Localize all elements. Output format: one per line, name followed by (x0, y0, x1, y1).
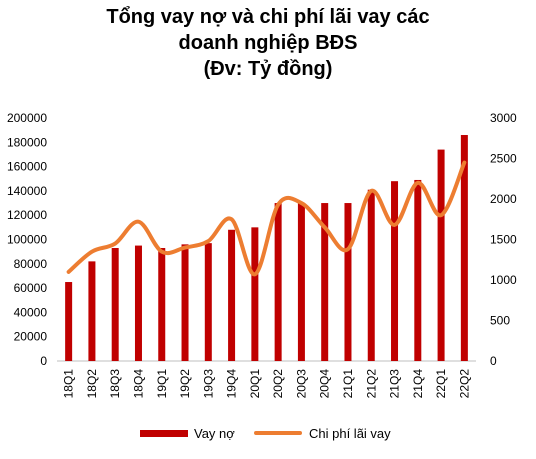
y-left-tick-label: 60000 (14, 281, 48, 295)
x-tick-label: 21Q2 (364, 369, 378, 399)
x-tick-label: 19Q4 (225, 369, 239, 399)
y-right-tick-label: 0 (490, 354, 497, 368)
chart-title-line-3: (Đv: Tỷ đồng) (203, 58, 333, 80)
x-tick-label: 19Q3 (201, 369, 215, 399)
bar-vay-no (437, 149, 445, 361)
bar-vay-no (111, 248, 119, 361)
bar-vay-no (204, 243, 212, 361)
bar-vay-no (367, 189, 375, 361)
y-left-tick-label: 20000 (14, 330, 48, 344)
x-tick-label: 18Q1 (62, 369, 76, 399)
bar-vay-no (414, 179, 422, 361)
legend-label-vay-no: Vay nợ (194, 426, 235, 441)
bar-vay-no (274, 203, 282, 361)
bar-vay-no (460, 135, 468, 361)
y-right-tick-label: 1000 (490, 273, 517, 287)
y-right-tick-label: 2000 (490, 192, 517, 206)
x-tick-label: 19Q2 (178, 369, 192, 399)
line-chi-phi-lai-vay (66, 160, 467, 277)
x-tick-label: 22Q1 (434, 369, 448, 399)
bar-vay-no (88, 261, 96, 361)
bar-vay-no (65, 282, 73, 361)
y-right-tick-label: 2500 (490, 152, 517, 166)
y-left-tick-label: 140000 (7, 184, 47, 198)
y-left-tick-label: 180000 (7, 135, 47, 149)
bar-vay-no (181, 244, 189, 361)
legend-label-chi-phi-lai-vay: Chi phí lãi vay (309, 426, 391, 441)
bar-vay-no (344, 203, 352, 361)
x-tick-label: 20Q3 (294, 369, 308, 399)
y-left-tick-label: 160000 (7, 160, 47, 174)
bar-vay-no (251, 227, 259, 361)
y-right-tick-label: 3000 (490, 111, 517, 125)
y-right-tick-label: 500 (490, 314, 510, 328)
x-tick-label: 21Q3 (388, 369, 402, 399)
x-tick-label: 18Q2 (85, 369, 99, 399)
y-left-tick-label: 0 (40, 354, 47, 368)
chart-title-line-2: doanh nghiệp BĐS (178, 32, 358, 54)
x-tick-label: 21Q1 (341, 369, 355, 399)
bar-vay-no (134, 245, 142, 361)
x-tick-label: 20Q1 (248, 369, 262, 399)
y-left-tick-label: 80000 (14, 257, 48, 271)
bar-vay-no (158, 248, 166, 361)
y-right-tick-label: 1500 (490, 233, 517, 247)
x-tick-label: 19Q1 (155, 369, 169, 399)
x-tick-label: 18Q4 (131, 369, 145, 399)
bar-vay-no (391, 181, 399, 361)
y-left-tick-label: 200000 (7, 111, 47, 125)
bar-vay-no (321, 203, 329, 361)
bar-vay-no (228, 229, 236, 361)
x-tick-label: 21Q4 (411, 369, 425, 399)
y-left-tick-label: 40000 (14, 305, 48, 319)
x-tick-label: 20Q2 (271, 369, 285, 399)
x-tick-label: 20Q4 (318, 369, 332, 399)
x-tick-label: 22Q2 (457, 369, 471, 399)
legend-swatch-vay-no (140, 430, 188, 437)
y-left-tick-label: 100000 (7, 233, 47, 247)
chart-title-line-1: Tổng vay nợ và chi phí lãi vay các (106, 6, 430, 28)
bar-vay-no (297, 203, 305, 361)
x-tick-label: 18Q3 (108, 369, 122, 399)
y-left-tick-label: 120000 (7, 208, 47, 222)
chart-title: Tổng vay nợ và chi phí lãi vay các doanh… (0, 4, 536, 82)
